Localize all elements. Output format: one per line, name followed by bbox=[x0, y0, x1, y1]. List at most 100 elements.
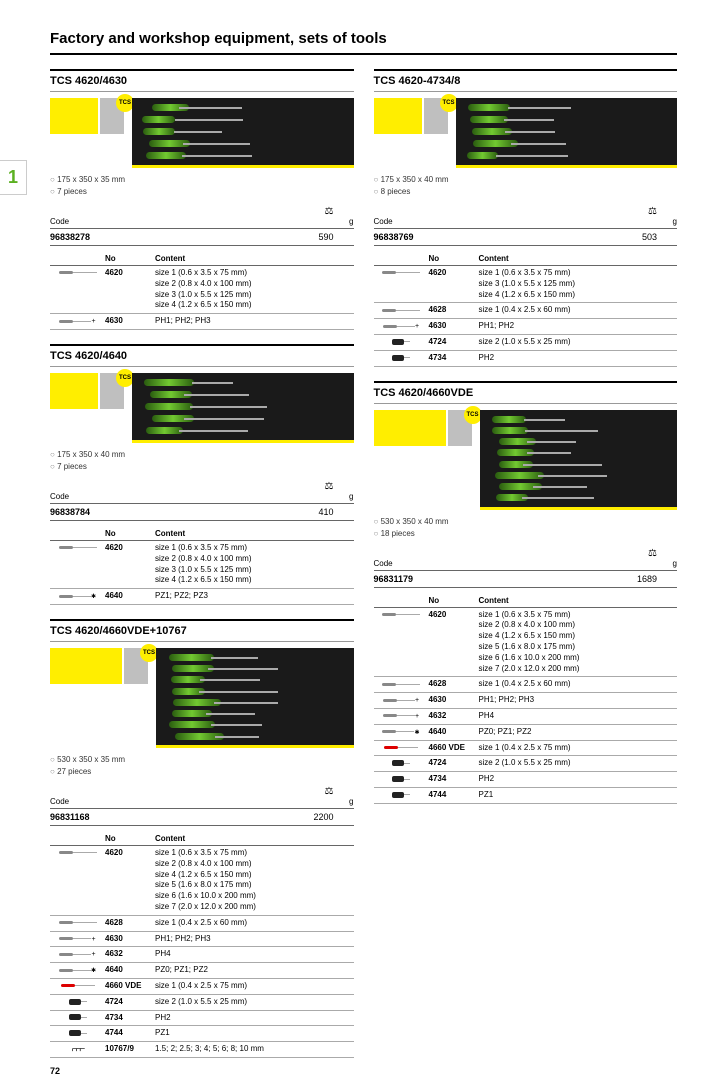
tool-icon bbox=[374, 774, 429, 783]
product-photo bbox=[132, 98, 354, 168]
no-header: No bbox=[105, 254, 155, 263]
content-row: ⌐⌐⌐10767/91.5; 2; 2.5; 3; 4; 5; 6; 8; 10… bbox=[50, 1042, 354, 1058]
tool-icon bbox=[374, 758, 429, 767]
color-swatches: TCS bbox=[50, 98, 124, 134]
part-content: PZ0; PZ1; PZ2 bbox=[479, 727, 678, 738]
tool-icon: + bbox=[50, 949, 105, 958]
content-row: 4744PZ1 bbox=[50, 1026, 354, 1042]
part-content: size 1 (0.6 x 3.5 x 75 mm)size 2 (0.8 x … bbox=[155, 848, 354, 913]
specs-list: 175 x 350 x 40 mm8 pieces bbox=[374, 174, 678, 198]
section-tab: 1 bbox=[0, 160, 27, 195]
part-content: PZ0; PZ1; PZ2 bbox=[155, 965, 354, 976]
product-photo bbox=[132, 373, 354, 443]
content-row: +4630PH1; PH2; PH3 bbox=[374, 693, 678, 709]
weight-icon: ⚖ bbox=[325, 206, 334, 217]
part-content: PZ1 bbox=[155, 1028, 354, 1039]
code-header: Code bbox=[374, 559, 393, 568]
content-row: 4620size 1 (0.6 x 3.5 x 75 mm)size 2 (0.… bbox=[50, 266, 354, 314]
tool-icon: + bbox=[374, 695, 429, 704]
weight-icon: ⚖ bbox=[648, 548, 657, 559]
tool-icon bbox=[374, 610, 429, 619]
tool-icon: ⌐⌐⌐ bbox=[50, 1044, 105, 1055]
part-no: 4744 bbox=[105, 1028, 155, 1037]
color-swatches: TCS bbox=[374, 98, 448, 134]
specs-list: 175 x 350 x 35 mm7 pieces bbox=[50, 174, 354, 198]
part-no: 4620 bbox=[105, 543, 155, 552]
tool-icon bbox=[50, 918, 105, 927]
no-header: No bbox=[429, 254, 479, 263]
part-content: size 1 (0.4 x 2.5 x 60 mm) bbox=[155, 918, 354, 929]
code-header: Code bbox=[50, 797, 69, 806]
tool-icon bbox=[50, 1028, 105, 1037]
part-content: 1.5; 2; 2.5; 3; 4; 5; 6; 8; 10 mm bbox=[155, 1044, 354, 1055]
content-header: Content bbox=[479, 254, 509, 263]
no-header: No bbox=[105, 834, 155, 843]
content-row: 4628size 1 (0.4 x 2.5 x 60 mm) bbox=[50, 916, 354, 932]
content-row: +4632PH4 bbox=[374, 709, 678, 725]
part-no: 4660 VDE bbox=[429, 743, 479, 752]
part-no: 4640 bbox=[105, 591, 155, 600]
part-content: PH1; PH2 bbox=[479, 321, 678, 332]
content-row: ✱4640PZ1; PZ2; PZ3 bbox=[50, 589, 354, 605]
product-weight: 1689 bbox=[637, 574, 657, 584]
product-code: 96838278 bbox=[50, 232, 90, 242]
content-row: 4744PZ1 bbox=[374, 788, 678, 804]
content-header: Content bbox=[479, 596, 509, 605]
code-header: Code bbox=[50, 217, 69, 226]
specs-list: 530 x 350 x 35 mm27 pieces bbox=[50, 754, 354, 778]
product-weight: 410 bbox=[318, 507, 333, 517]
part-no: 4660 VDE bbox=[105, 981, 155, 990]
product-photo bbox=[480, 410, 678, 510]
part-content: PH2 bbox=[479, 774, 678, 785]
code-header: Code bbox=[374, 217, 393, 226]
tool-icon bbox=[374, 268, 429, 277]
content-row: 4660 VDEsize 1 (0.4 x 2.5 x 75 mm) bbox=[374, 741, 678, 757]
page-number: 72 bbox=[50, 1066, 60, 1076]
section-title: TCS 4620/4660VDE+10767 bbox=[50, 619, 354, 642]
content-header: Content bbox=[155, 834, 185, 843]
content-row: 4628size 1 (0.4 x 2.5 x 60 mm) bbox=[374, 303, 678, 319]
part-no: 4724 bbox=[105, 997, 155, 1006]
part-no: 4620 bbox=[105, 848, 155, 857]
specs-list: 530 x 350 x 40 mm18 pieces bbox=[374, 516, 678, 540]
section-title: TCS 4620/4660VDE bbox=[374, 381, 678, 404]
tool-icon bbox=[50, 997, 105, 1006]
product-weight: 2200 bbox=[313, 812, 333, 822]
content-row: ✱4640PZ0; PZ1; PZ2 bbox=[374, 725, 678, 741]
weight-icon: ⚖ bbox=[648, 206, 657, 217]
part-no: 4632 bbox=[105, 949, 155, 958]
tool-icon bbox=[50, 848, 105, 857]
product-photo bbox=[156, 648, 354, 748]
product-section: TCS 4620/4660VDE+10767TCS530 x 350 x 35 … bbox=[50, 619, 354, 1058]
section-title: TCS 4620/4630 bbox=[50, 69, 354, 92]
product-section: TCS 4620/4640TCS175 x 350 x 40 mm7 piece… bbox=[50, 344, 354, 605]
part-content: PH1; PH2; PH3 bbox=[155, 934, 354, 945]
product-weight: 590 bbox=[318, 232, 333, 242]
content-row: +4630PH1; PH2 bbox=[374, 319, 678, 335]
content-row: +4630PH1; PH2; PH3 bbox=[50, 932, 354, 948]
content-row: 4628size 1 (0.4 x 2.5 x 60 mm) bbox=[374, 677, 678, 693]
part-no: 4724 bbox=[429, 758, 479, 767]
content-row: 4734PH2 bbox=[374, 351, 678, 367]
tool-icon: + bbox=[374, 321, 429, 330]
content-row: 4620size 1 (0.6 x 3.5 x 75 mm)size 2 (0.… bbox=[50, 541, 354, 589]
tool-icon: + bbox=[374, 711, 429, 720]
part-content: PH2 bbox=[479, 353, 678, 364]
content-row: +4630PH1; PH2; PH3 bbox=[50, 314, 354, 330]
part-content: PH1; PH2; PH3 bbox=[155, 316, 354, 327]
part-content: size 2 (1.0 x 5.5 x 25 mm) bbox=[479, 337, 678, 348]
part-no: 4632 bbox=[429, 711, 479, 720]
part-content: PZ1 bbox=[479, 790, 678, 801]
part-no: 4640 bbox=[429, 727, 479, 736]
part-content: PH2 bbox=[155, 1013, 354, 1024]
content-row: 4620size 1 (0.6 x 3.5 x 75 mm)size 2 (0.… bbox=[374, 608, 678, 678]
weight-icon: ⚖ bbox=[325, 786, 334, 797]
part-no: 4630 bbox=[105, 934, 155, 943]
part-no: 4630 bbox=[105, 316, 155, 325]
specs-list: 175 x 350 x 40 mm7 pieces bbox=[50, 449, 354, 473]
part-content: size 1 (0.4 x 2.5 x 60 mm) bbox=[479, 679, 678, 690]
part-no: 4628 bbox=[105, 918, 155, 927]
part-content: size 1 (0.6 x 3.5 x 75 mm)size 2 (0.8 x … bbox=[155, 543, 354, 586]
part-no: 4630 bbox=[429, 321, 479, 330]
product-weight: 503 bbox=[642, 232, 657, 242]
